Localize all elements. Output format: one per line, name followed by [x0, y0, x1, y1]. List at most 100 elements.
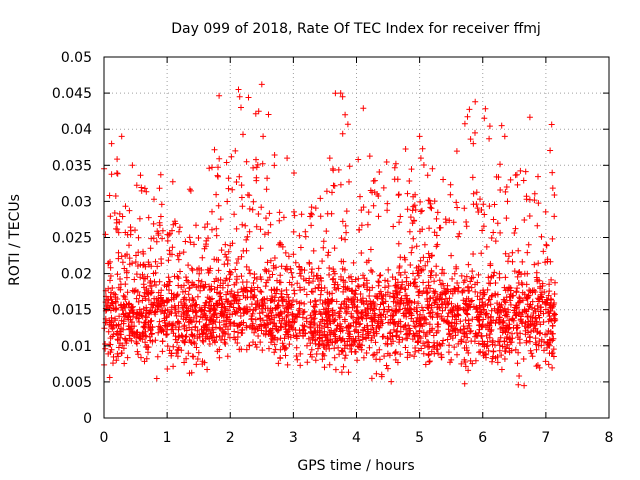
data-point: [120, 320, 127, 327]
data-point: [216, 92, 223, 99]
data-point: [549, 364, 556, 371]
data-point: [544, 331, 550, 337]
data-point: [234, 289, 241, 296]
data-point: [170, 363, 177, 370]
data-point: [271, 341, 278, 348]
data-point: [449, 275, 456, 282]
data-point: [123, 340, 130, 347]
data-point: [227, 242, 234, 249]
data-point: [135, 249, 142, 256]
data-point: [195, 349, 202, 356]
x-tick-label: 3: [289, 430, 298, 446]
data-point: [497, 319, 504, 326]
data-point: [275, 311, 282, 318]
data-point: [114, 271, 121, 278]
data-point: [223, 275, 230, 282]
data-point: [409, 244, 416, 251]
data-point: [254, 161, 261, 168]
data-point: [371, 301, 378, 307]
data-point: [306, 280, 313, 286]
data-point: [404, 354, 411, 361]
data-point: [330, 266, 337, 273]
data-point: [319, 356, 326, 363]
data-point: [176, 224, 183, 231]
data-point: [329, 189, 335, 196]
data-point: [107, 341, 114, 348]
data-point: [386, 293, 393, 300]
data-point: [465, 295, 472, 302]
data-point: [214, 284, 221, 291]
data-point: [491, 305, 498, 312]
data-point: [460, 323, 467, 330]
data-point: [480, 223, 487, 230]
data-point: [211, 311, 218, 318]
data-point: [115, 249, 122, 256]
data-point: [179, 304, 186, 311]
data-point: [511, 230, 518, 236]
data-point: [548, 121, 555, 128]
data-point: [226, 268, 233, 275]
data-point: [290, 228, 297, 235]
data-point: [238, 104, 244, 111]
data-point: [161, 302, 167, 309]
data-point: [425, 339, 432, 346]
data-point: [550, 346, 557, 353]
data-point: [235, 300, 242, 307]
data-point: [373, 370, 380, 377]
data-point: [217, 289, 224, 296]
data-point: [374, 349, 380, 356]
data-point: [505, 306, 512, 313]
data-point: [262, 283, 269, 290]
data-point: [186, 186, 193, 193]
data-point: [145, 297, 152, 304]
data-point: [538, 293, 545, 300]
data-point: [342, 318, 348, 325]
data-point: [527, 338, 533, 345]
data-point: [456, 230, 463, 237]
data-point: [140, 324, 147, 330]
data-point: [535, 260, 542, 267]
data-point: [168, 304, 175, 311]
data-point: [180, 316, 187, 323]
data-point: [215, 267, 222, 274]
data-point: [258, 289, 265, 295]
data-point: [113, 216, 120, 223]
data-point: [504, 198, 511, 205]
data-point: [384, 278, 391, 285]
data-point: [200, 323, 207, 330]
data-point: [426, 301, 433, 308]
data-point: [260, 303, 267, 309]
data-point: [445, 320, 452, 327]
data-point: [267, 297, 274, 304]
data-point: [198, 278, 205, 285]
data-point: [115, 229, 122, 236]
data-point: [414, 332, 421, 339]
data-point: [280, 214, 287, 221]
data-point: [231, 328, 238, 335]
data-point: [128, 325, 135, 332]
data-point: [248, 316, 255, 323]
tick-marks: [103, 56, 610, 419]
data-point: [243, 346, 250, 353]
data-point: [128, 319, 135, 325]
data-point: [467, 304, 474, 311]
data-point: [401, 254, 408, 261]
data-point: [292, 259, 299, 266]
data-point: [283, 313, 290, 320]
data-point: [507, 301, 514, 308]
data-point: [146, 261, 152, 268]
data-point: [206, 341, 213, 347]
data-point: [500, 327, 507, 334]
data-point: [263, 186, 270, 193]
data-point: [308, 269, 315, 276]
data-point: [296, 232, 303, 239]
data-point: [352, 276, 359, 283]
data-point: [318, 325, 325, 332]
data-point: [201, 224, 208, 231]
data-point: [326, 271, 333, 278]
data-point: [335, 285, 342, 292]
data-point: [423, 285, 430, 291]
data-point: [515, 280, 522, 286]
data-point: [502, 348, 509, 355]
data-point: [325, 324, 331, 331]
